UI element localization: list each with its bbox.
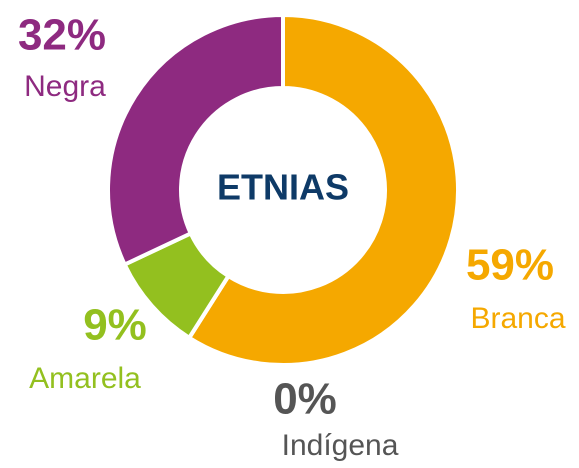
category-label: Amarela [29,362,141,395]
center-label: ETNIAS [217,167,349,208]
category-label: Negra [24,70,106,103]
donut-slice [186,12,460,367]
value-label: 9% [83,301,147,350]
category-label: Indígena [282,429,399,462]
value-label: 32% [18,11,106,60]
donut-slice [106,12,285,268]
value-label: 59% [466,241,554,290]
category-label: Branca [470,302,565,335]
value-label: 0% [273,375,337,424]
